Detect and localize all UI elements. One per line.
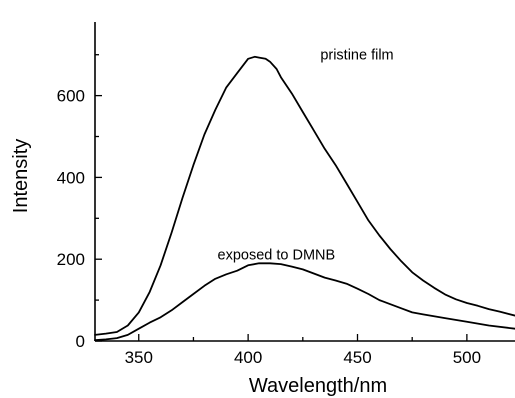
x-tick-label-400: 400 [234, 348, 262, 367]
labels-layer: 0 200 400 600 350 400 450 500 pristine film expos… [57, 48, 481, 367]
y-tick-label-600: 600 [57, 87, 85, 106]
y-axis-title: Intensity [10, 139, 32, 213]
x-tick-label-350: 350 [125, 348, 153, 367]
x-tick-label-450: 450 [343, 348, 371, 367]
y-tick-label-0: 0 [76, 332, 85, 351]
exposed-to-dmnb-line [94, 262, 515, 342]
pristine-film-line [94, 55, 515, 336]
ticks-layer [95, 54, 468, 342]
pristine-film-annotation: pristine film [320, 48, 393, 64]
y-tick-label-400: 400 [57, 168, 85, 187]
series-layer [94, 55, 515, 342]
axes-layer [94, 22, 515, 342]
y-tick-label-200: 200 [57, 250, 85, 269]
x-axis-title: Wavelength/nm [249, 375, 387, 397]
x-tick-label-500: 500 [453, 348, 481, 367]
exposed-to-dmnb-annotation: exposed to DMNB [218, 247, 336, 263]
